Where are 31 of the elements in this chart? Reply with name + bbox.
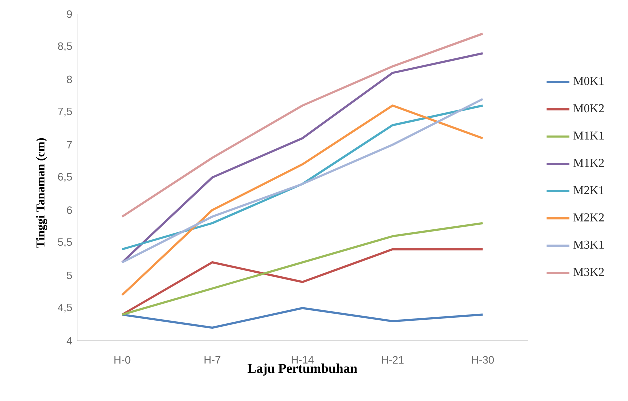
y-tick-label: 8,5	[58, 42, 72, 52]
y-tick-label: 6	[67, 206, 72, 214]
y-tick-label: 8	[67, 76, 72, 84]
line-series	[121, 307, 484, 330]
line-series	[121, 104, 484, 296]
y-tick-label: 7,5	[58, 108, 72, 117]
y-axis-title: Tinggi Tanaman (cm)	[36, 138, 48, 248]
line-series	[121, 248, 484, 316]
legend-label: M1K2	[574, 159, 604, 168]
x-tick-label: H-30	[472, 356, 494, 364]
legend-label: M3K1	[574, 240, 604, 249]
x-tick-label: H-0	[114, 356, 131, 364]
y-tick-label: 4,5	[58, 304, 72, 313]
x-tick-label: H-14	[292, 356, 314, 364]
legend-label: M0K2	[574, 104, 604, 113]
y-tick-label: 5	[67, 272, 72, 280]
y-tick-label: 7	[67, 141, 72, 149]
legend-label: M1K1	[574, 132, 604, 140]
legend-label: M2K1	[574, 186, 604, 194]
line-series	[121, 32, 484, 218]
legend-label: M0K1	[574, 77, 604, 86]
y-tick-label: 4	[66, 337, 72, 345]
y-tick-label: 9	[67, 10, 72, 18]
x-tick-label: H-7	[204, 356, 221, 364]
legend-label: M3K2	[574, 268, 604, 276]
legend-label: M2K2	[574, 214, 604, 222]
x-axis-title: Laju Pertumbuhan	[248, 364, 358, 376]
y-tick-label: 5,5	[58, 238, 72, 248]
y-tick-label: 6,5	[58, 173, 72, 182]
line-series	[121, 52, 484, 264]
x-tick-label: H-21	[382, 356, 404, 364]
